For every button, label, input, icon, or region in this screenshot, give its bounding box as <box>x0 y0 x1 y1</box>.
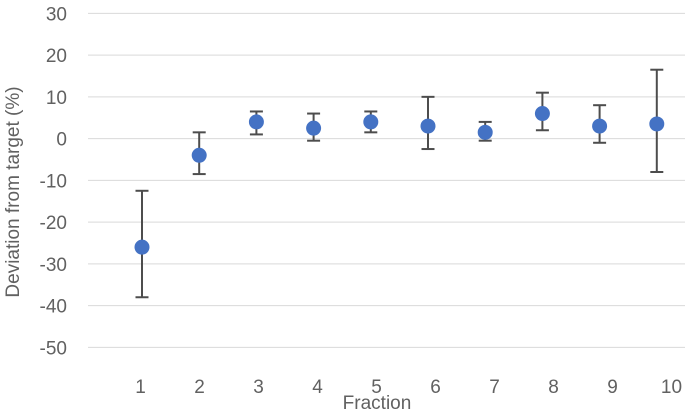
x-tick-label: 6 <box>430 377 441 398</box>
y-tick-label: 10 <box>46 88 67 109</box>
y-tick-label: 0 <box>56 130 67 151</box>
data-point <box>534 106 550 122</box>
x-tick-label: 1 <box>135 377 146 398</box>
y-tick-label: -30 <box>40 255 67 276</box>
y-tick-label: -50 <box>40 338 67 359</box>
data-point <box>306 120 322 136</box>
x-tick-label: 2 <box>194 377 205 398</box>
y-tick-label: 30 <box>46 4 67 25</box>
data-point <box>248 114 264 130</box>
x-tick-label: 7 <box>489 377 500 398</box>
data-point <box>134 239 150 255</box>
y-tick-label: -20 <box>40 213 67 234</box>
x-tick-label: 8 <box>548 377 559 398</box>
y-tick-label: -40 <box>40 297 67 318</box>
y-tick-label: 20 <box>46 46 67 67</box>
x-tick-label: 3 <box>253 377 264 398</box>
y-tick-label: -10 <box>40 171 67 192</box>
y-axis-title: Deviation from target (%) <box>3 86 24 298</box>
data-point <box>649 116 665 132</box>
data-point <box>191 147 207 163</box>
x-tick-label: 5 <box>371 377 382 398</box>
x-tick-label: 10 <box>661 377 682 398</box>
x-axis-title: Fraction <box>342 393 412 414</box>
data-point <box>420 118 436 134</box>
data-point <box>363 114 379 130</box>
data-point <box>592 118 608 134</box>
x-tick-label: 4 <box>312 377 323 398</box>
data-point <box>477 124 493 140</box>
x-tick-label: 9 <box>607 377 618 398</box>
